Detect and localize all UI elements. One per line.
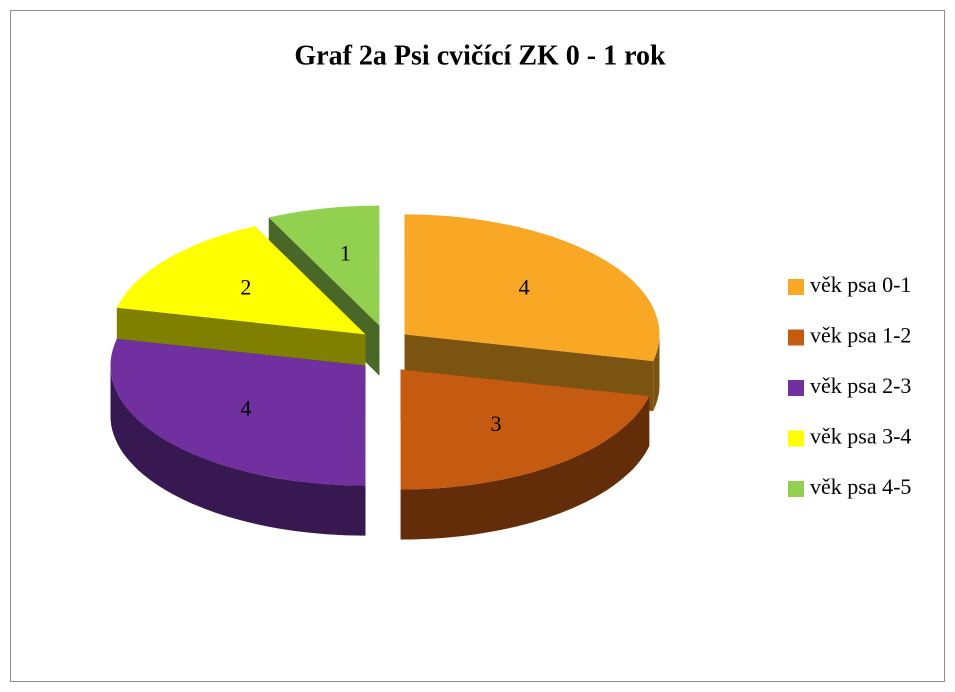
pie-slice (110, 338, 366, 486)
chart-title: Graf 2a Psi cvičící ZK 0 - 1 rok (294, 40, 666, 71)
legend-swatch (788, 329, 804, 346)
slice-side-shade (653, 334, 660, 412)
pie-slice (268, 205, 380, 326)
pie-slice (116, 226, 366, 335)
legend-swatch (788, 279, 804, 295)
legend-label: věk psa 1-2 (810, 323, 911, 348)
data-label: 4 (519, 275, 530, 300)
slice: 4 (110, 338, 366, 536)
data-label: 2 (240, 275, 251, 300)
legend-swatch (788, 380, 804, 396)
legend-label: věk psa 0-1 (810, 272, 911, 297)
slice-side-shade (110, 365, 366, 536)
data-label: 4 (240, 396, 251, 421)
data-label: 1 (340, 240, 351, 265)
legend-swatch (788, 430, 804, 447)
legend-label: věk psa 4-5 (810, 474, 911, 499)
legend-label: věk psa 3-4 (810, 424, 911, 449)
slice-side-shade (400, 396, 650, 540)
pie-slice (404, 214, 660, 362)
legend-label: věk psa 2-3 (810, 373, 911, 398)
legend-swatch (788, 481, 804, 497)
data-label: 3 (490, 411, 501, 436)
pie-slice (400, 369, 650, 490)
slice: 3 (400, 369, 650, 540)
